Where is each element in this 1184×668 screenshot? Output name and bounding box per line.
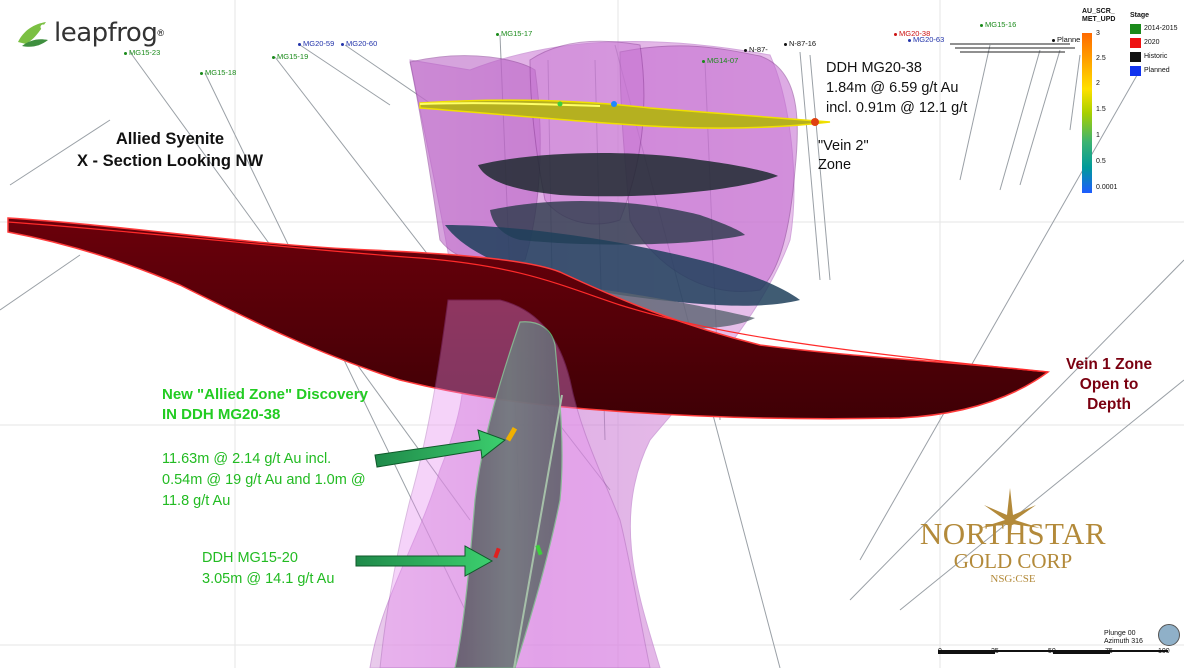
title-line-2: X - Section Looking NW — [76, 152, 264, 170]
azimuth-value: Azimuth 316 — [1104, 638, 1143, 645]
scale-tick: 0 — [938, 648, 942, 655]
callout-ddh-mg20-38: DDH MG20-38 1.84m @ 6.59 g/t Au incl. 0.… — [826, 58, 967, 118]
callout-allied-line-2: IN DDH MG20-38 — [162, 406, 281, 423]
stage-swatch — [1130, 66, 1141, 76]
scale-tick: 100 — [1158, 648, 1170, 655]
arrow-mg15-20 — [355, 545, 494, 577]
callout-result1-line-2: 0.54m @ 19 g/t Au and 1.0m @ — [162, 472, 366, 488]
intercept-marker-green — [535, 544, 543, 556]
leapfrog-logo: leapfrog ® — [54, 18, 164, 48]
leapfrog-logo-text: leapfrog — [54, 18, 158, 48]
company-ticker: NSG:CSE — [990, 573, 1036, 585]
drillhole-label[interactable]: MG20-38 — [894, 30, 930, 38]
callout-ddh-line-3: incl. 0.91m @ 12.1 g/t — [826, 100, 968, 116]
title-line-1: Allied Syenite — [115, 130, 225, 148]
drillhole-label[interactable]: MG15-16 — [980, 21, 1016, 29]
northstar-logo: NORTHSTAR GOLD CORP NSG:CSE — [918, 490, 1108, 586]
drillhole-label[interactable]: MG20-60 — [341, 40, 377, 48]
grade-tick: 1.5 — [1096, 106, 1106, 113]
stage-label: 2020 — [1144, 39, 1160, 46]
grade-tick: 2.5 — [1096, 55, 1106, 62]
callout-result-allied: 11.63m @ 2.14 g/t Au incl. 0.54m @ 19 g/… — [162, 449, 366, 512]
grade-color-ramp — [1082, 33, 1092, 193]
collar-cluster — [950, 43, 1075, 53]
allied-zone-edge — [513, 394, 563, 668]
drillhole-label[interactable]: MG15-18 — [200, 69, 236, 77]
callout-result-mg15-20: DDH MG15-20 3.05m @ 14.1 g/t Au — [202, 548, 334, 590]
grade-title-line-2: MET_UPD — [1082, 16, 1116, 23]
section-title: Allied Syenite X - Section Looking NW — [0, 128, 340, 172]
callout-ddh-line-2: 1.84m @ 6.59 g/t Au — [826, 80, 959, 96]
scale-bar: 0 25 50 75 100 — [938, 648, 1170, 668]
allied-zone-body — [454, 321, 563, 668]
drillhole-label[interactable]: MG15-17 — [496, 30, 532, 38]
stage-legend-title: Stage — [1130, 12, 1150, 19]
drillhole-label[interactable]: N-87-16 — [784, 40, 816, 48]
callout-result2-line-2: 3.05m @ 14.1 g/t Au — [202, 571, 335, 587]
drillhole-label[interactable]: Planne — [1052, 36, 1080, 44]
stage-swatch — [1130, 52, 1141, 62]
vein2-intercept-marker-3 — [557, 101, 563, 107]
vein2-zone-body — [419, 99, 831, 129]
northstar-star-icon — [980, 488, 1040, 540]
grade-title-line-1: AU_SCR_ — [1082, 8, 1115, 15]
vein2-highlight — [419, 102, 601, 107]
company-name-line-2: GOLD CORP — [953, 549, 1073, 573]
plunge-value: Plunge 00 — [1104, 630, 1136, 637]
grade-tick: 2 — [1096, 80, 1100, 87]
grade-tick: 1 — [1096, 132, 1100, 139]
drillhole-label[interactable]: MG20-59 — [298, 40, 334, 48]
callout-result1-line-3: 11.8 g/t Au — [162, 493, 231, 509]
drillhole-label[interactable]: MG14-07 — [702, 57, 738, 65]
scale-tick: 50 — [1048, 648, 1056, 655]
leapfrog-mark-icon — [18, 22, 48, 47]
callout-vein2: "Vein 2" Zone — [818, 137, 869, 175]
callout-allied-zone: New "Allied Zone" Discovery IN DDH MG20-… — [162, 385, 368, 425]
scale-tick: 75 — [1105, 648, 1113, 655]
vein2-intercept-marker — [811, 118, 819, 126]
syenite-lobe-mid — [529, 40, 645, 225]
stage-label: Planned — [1144, 67, 1170, 74]
callout-result2-line-1: DDH MG15-20 — [202, 550, 298, 566]
stage-label: Historic — [1144, 53, 1168, 60]
callout-vein1-line-2: Open to — [1079, 376, 1139, 393]
view-orientation: Plunge 00 Azimuth 316 — [1104, 630, 1143, 646]
callout-ddh-line-1: DDH MG20-38 — [826, 60, 922, 76]
vein1-hanging-wall-line — [7, 221, 1049, 373]
drillhole-label[interactable]: MG20-63 — [908, 36, 944, 44]
stage-swatch — [1130, 24, 1141, 34]
callout-vein2-line-1: "Vein 2" — [818, 138, 869, 154]
arrow-allied-zone — [374, 429, 507, 468]
drillhole-label[interactable]: MG15-23 — [124, 49, 160, 57]
company-name-line-1: NORTHSTAR — [919, 516, 1107, 551]
callout-vein1-line-3: Depth — [1087, 396, 1132, 413]
scale-bar-line — [938, 650, 1168, 656]
intercept-marker-mg15-20 — [493, 547, 501, 559]
callout-result1-line-1: 11.63m @ 2.14 g/t Au incl. — [162, 451, 332, 467]
grade-legend-title: AU_SCR_ MET_UPD — [1082, 8, 1115, 24]
stage-swatch — [1130, 38, 1141, 48]
grade-tick: 0.5 — [1096, 158, 1106, 165]
vein-lens-3 — [445, 225, 800, 306]
callout-vein1-line-1: Vein 1 Zone — [1066, 356, 1153, 373]
drillhole-label[interactable]: N-87- — [744, 46, 768, 54]
view-compass-icon[interactable] — [1158, 624, 1180, 646]
stage-label: 2014-2015 — [1144, 25, 1178, 32]
scale-tick: 25 — [991, 648, 999, 655]
vein2-intercept-marker-2 — [611, 101, 617, 107]
intercept-marker-allied — [505, 426, 518, 442]
callout-allied-line-1: New "Allied Zone" Discovery — [162, 386, 368, 403]
grade-tick: 0.0001 — [1096, 184, 1118, 191]
grade-tick: 3 — [1096, 30, 1100, 37]
vein-lens-1 — [478, 153, 778, 197]
drillhole-label[interactable]: MG15-19 — [272, 53, 308, 61]
vein1-zone-body — [7, 217, 1050, 420]
callout-vein1: Vein 1 Zone Open to Depth — [1066, 355, 1152, 415]
callout-vein2-line-2: Zone — [818, 157, 852, 173]
